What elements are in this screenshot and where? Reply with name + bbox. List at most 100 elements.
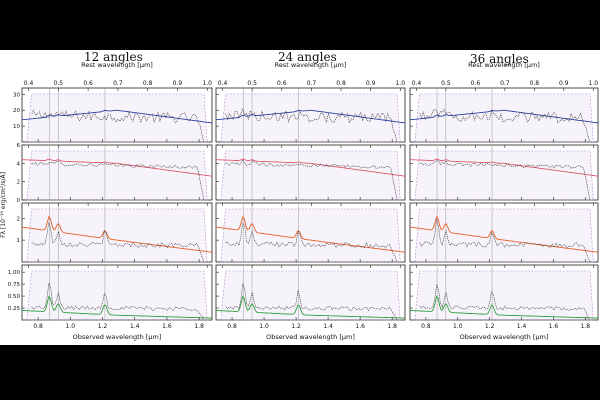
panel-r1-c1-filter-band [26, 93, 208, 143]
panel-r4-c1-filter-band [26, 270, 208, 321]
bottom-axis-label-col1: Observed wavelength [μm] [73, 333, 162, 341]
panel-r1-c2-top-tick-label-2: 0.6 [277, 80, 287, 87]
panel-r1-c3-top-tick-label-0: 0.4 [412, 80, 422, 87]
panel-r1-c3-top-tick-label-6: 1.0 [589, 80, 599, 87]
panel-r4-c3-xtick-label-5: 1.8 [580, 323, 590, 330]
panel-r1-c3-filter-band [414, 93, 594, 143]
panel-r1-c1-model-line [21, 109, 213, 124]
panel-r1-c1-top-tick-label-4: 0.8 [143, 80, 153, 87]
panel-r3-c1-ytick-label-0: 1 [17, 238, 21, 244]
panel-r4-c1-xtick-label-3: 1.4 [130, 323, 140, 330]
column-title-12-angles: 12 angles [84, 50, 143, 64]
panel-r1-c1-top-tick-label-0: 0.4 [24, 80, 34, 87]
panel-r1-c2-top-tick-label-4: 0.8 [336, 80, 346, 87]
panel-r2-c2-observed-spectrum [225, 159, 398, 201]
panel-r2-c1-ytick-label-1: 2 [17, 180, 21, 186]
panel-r4-c3-xtick-label-1: 1.0 [453, 323, 463, 330]
panel-r3-c2-model-line [215, 215, 406, 253]
panel-r2-c3-observed-spectrum [419, 159, 591, 201]
panel-r1-c1-observed-spectrum [31, 109, 205, 143]
panel-r1-c1-top-tick-label-3: 0.7 [113, 80, 123, 87]
panel-r3-c2-frame [215, 202, 406, 263]
panel-r1-c1-ytick-label-0: 10 [13, 124, 20, 130]
panel-r3-c3-filter-band [414, 208, 594, 263]
panel-r3-c3 [409, 202, 599, 263]
panel-r2-c1-ytick-label-3: 6 [17, 143, 21, 149]
top-axis-label-col3: Rest wavelength [μm] [468, 61, 540, 69]
y-axis-label: Fλ [10⁻¹⁹ erg/cm²/s/Å] [0, 172, 7, 238]
panel-r2-c1-model-line [22, 158, 213, 177]
panel-r2-c1-ytick-label-0: 0 [17, 198, 21, 204]
panel-r1-c1-top-tick-label-1: 0.5 [54, 80, 64, 87]
panel-r4-c2-model-line [215, 295, 406, 319]
panel-r2-c1 [21, 144, 213, 201]
panel-r3-c1-observed-spectrum [31, 222, 205, 263]
panel-r1-c1-top-tick-label-6: 1.0 [202, 80, 212, 87]
panel-r4-c1-model-line [21, 295, 213, 319]
panel-r3-c3-model-line [409, 215, 599, 253]
panel-r3-c2 [215, 202, 406, 263]
panel-r1-c3-top-tick-label-3: 0.7 [500, 80, 510, 87]
panel-r1-c3-top-tick-label-5: 0.9 [559, 80, 569, 87]
panel-r1-c2-top-tick-label-6: 1.0 [395, 80, 405, 87]
panel-r4-c3-xtick-label-0: 0.8 [421, 323, 431, 330]
panel-r1-c1-ytick-label-1: 20 [13, 108, 20, 114]
panel-r2-c3-filter-band [414, 150, 594, 201]
panel-r4-c1-xtick-label-1: 1.0 [66, 323, 76, 330]
panel-r1-c2-top-tick-label-0: 0.4 [218, 80, 228, 87]
panel-r3-c2-filter-band [220, 208, 401, 263]
panel-r4-c2-xtick-label-3: 1.4 [323, 323, 333, 330]
spectra-figure: 12 angles 24 angles 36 angles Rest wavel… [0, 50, 600, 345]
panel-r4-c3-filter-band [414, 270, 594, 321]
panel-r4-c1-observed-spectrum [31, 282, 205, 321]
column-title-24-angles: 24 angles [278, 50, 337, 64]
panel-r3-c1-ytick-label-1: 2 [17, 216, 21, 222]
panel-r1-c2-filter-band [220, 93, 401, 143]
panel-r4-c2-filter-band [220, 270, 401, 321]
panel-r4-c3-model-line [409, 295, 599, 319]
panel-r2-c1-observed-spectrum [31, 160, 205, 201]
panel-r3-c3-observed-spectrum [419, 218, 591, 263]
panel-r2-c2-frame [215, 144, 406, 201]
panel-r1-c2-top-tick-label-1: 0.5 [247, 80, 257, 87]
panel-r3-c1-model-line [21, 215, 213, 253]
panel-r1-c2 [215, 87, 406, 143]
panel-r1-c3-top-tick-label-1: 0.5 [441, 80, 451, 87]
panel-r4-c2-frame [215, 264, 406, 321]
panel-r4-c1-ytick-label-3: 1.00 [8, 270, 21, 276]
panel-r1-c1-ytick-label-2: 30 [13, 92, 20, 98]
bottom-axis-label-col3: Observed wavelength [μm] [460, 333, 549, 341]
panel-r1-c3-top-tick-label-2: 0.6 [471, 80, 481, 87]
panel-r1-c2-observed-spectrum [225, 108, 398, 143]
bottom-axis-label-col2: Observed wavelength [μm] [266, 333, 355, 341]
panel-r2-c1-filter-band [26, 150, 208, 201]
panel-r4-c3-frame [409, 264, 599, 321]
top-axis-label-col2: Rest wavelength [μm] [275, 61, 347, 69]
panel-r2-c2-filter-band [220, 150, 401, 201]
panel-r4-c1-xtick-label-0: 0.8 [33, 323, 43, 330]
panel-r4-c3-xtick-label-2: 1.2 [485, 323, 495, 330]
top-axis-label-col1: Rest wavelength [μm] [81, 61, 153, 69]
panel-r4-c2-xtick-label-5: 1.8 [387, 323, 397, 330]
panel-r4-c1 [21, 264, 213, 321]
panel-r4-c2-xtick-label-0: 0.8 [227, 323, 237, 330]
panel-r4-c2-observed-spectrum [225, 283, 398, 321]
panel-r4-c1-xtick-label-4: 1.6 [162, 323, 172, 330]
panel-r1-c3-observed-spectrum [419, 108, 591, 143]
panel-r4-c1-ytick-label-2: 0.75 [8, 282, 21, 288]
panel-r2-c1-ytick-label-2: 4 [17, 161, 21, 167]
panel-r4-c1-ytick-label-0: 0.25 [8, 306, 21, 312]
panel-r4-c3-xtick-label-3: 1.4 [517, 323, 527, 330]
panel-r1-c1 [21, 87, 213, 143]
panel-r3-c2-observed-spectrum [225, 222, 398, 263]
panel-r1-c2-top-tick-label-3: 0.7 [307, 80, 317, 87]
panel-r4-c1-ytick-label-1: 0.50 [8, 294, 21, 300]
panel-r2-c2 [215, 144, 406, 201]
panel-r3-c1 [21, 202, 213, 263]
panel-r2-c3-model-line [410, 158, 599, 177]
panel-r1-c3-frame [409, 87, 599, 143]
spectra-panel-grid: Rest wavelength [μm] Rest wavelength [μm]… [0, 61, 599, 341]
panel-r1-c3 [409, 87, 599, 143]
panel-r1-c3-top-tick-label-4: 0.8 [530, 80, 540, 87]
